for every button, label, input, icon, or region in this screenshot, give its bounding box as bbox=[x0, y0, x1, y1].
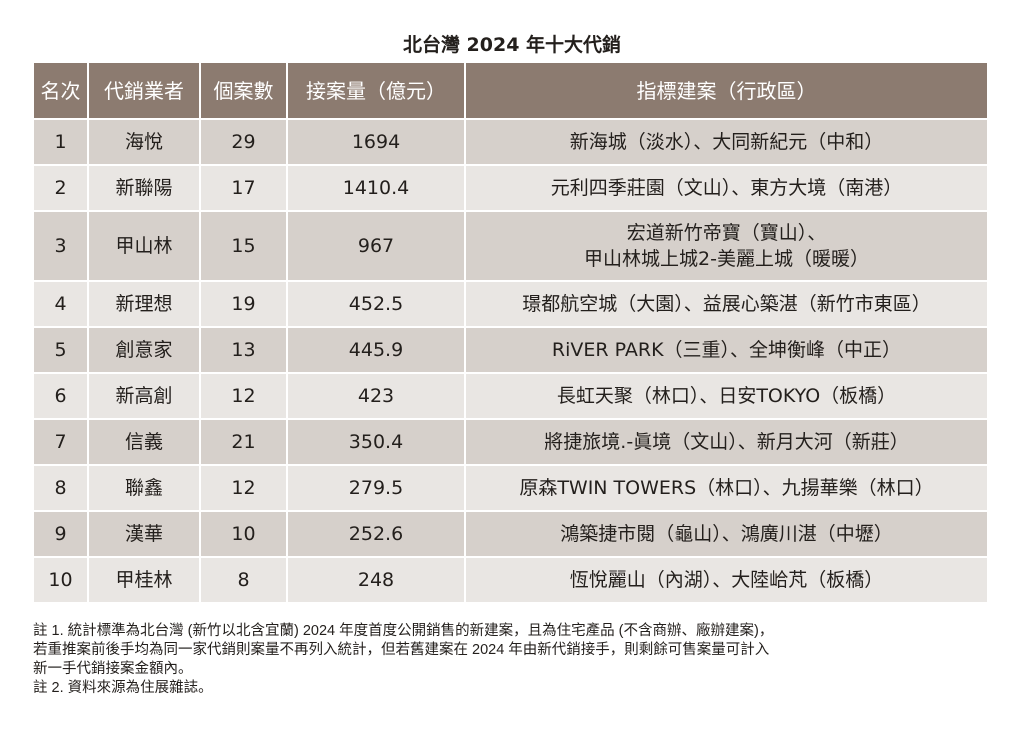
project-line: 甲山林城上城2-美麗上城（暖暖） bbox=[584, 248, 869, 270]
volume-cell: 252.6 bbox=[286, 510, 466, 558]
table-row: 8 聯鑫 12 279.5 原森TWIN TOWERS（林口）、九揚華樂（林口） bbox=[32, 464, 989, 512]
volume-cell: 1410.4 bbox=[286, 164, 466, 212]
cases-cell: 8 bbox=[199, 556, 288, 604]
projects-cell: RiVER PARK（三重）、全坤衡峰（中正） bbox=[464, 326, 989, 374]
header-projects: 指標建案（行政區） bbox=[464, 61, 989, 120]
projects-cell: 璟都航空城（大園）、益展心築湛（新竹市東區） bbox=[464, 280, 989, 328]
table-row: 4 新理想 19 452.5 璟都航空城（大園）、益展心築湛（新竹市東區） bbox=[32, 280, 989, 328]
project-line: 元利四季莊園（文山）、東方大境（南港） bbox=[550, 177, 903, 199]
cases-cell: 19 bbox=[199, 280, 288, 328]
projects-cell: 長虹天聚（林口）、日安TOKYO（板橋） bbox=[464, 372, 989, 420]
volume-cell: 279.5 bbox=[286, 464, 466, 512]
table-row: 7 信義 21 350.4 將捷旅境.-眞境（文山）、新月大河（新莊） bbox=[32, 418, 989, 466]
project-line: 原森TWIN TOWERS（林口）、九揚華樂（林口） bbox=[519, 477, 934, 499]
footnote-line: 註 1. 統計標準為北台灣 (新竹以北含宜蘭) 2024 年度首度公開銷售的新建… bbox=[33, 623, 774, 639]
header-agency: 代銷業者 bbox=[87, 61, 201, 120]
volume-cell: 452.5 bbox=[286, 280, 466, 328]
cases-cell: 17 bbox=[199, 164, 288, 212]
cases-cell: 29 bbox=[199, 118, 288, 166]
agency-cell: 創意家 bbox=[87, 326, 201, 374]
header-rank: 名次 bbox=[32, 61, 89, 120]
rank-cell: 7 bbox=[32, 418, 89, 466]
agency-cell: 新高創 bbox=[87, 372, 201, 420]
volume-cell: 445.9 bbox=[286, 326, 466, 374]
rank-cell: 1 bbox=[32, 118, 89, 166]
cases-cell: 13 bbox=[199, 326, 288, 374]
rank-cell: 9 bbox=[32, 510, 89, 558]
project-line: 新海城（淡水）、大同新紀元（中和） bbox=[569, 131, 884, 153]
cases-cell: 21 bbox=[199, 418, 288, 466]
table-row: 2 新聯陽 17 1410.4 元利四季莊園（文山）、東方大境（南港） bbox=[32, 164, 989, 212]
project-line: 璟都航空城（大園）、益展心築湛（新竹市東區） bbox=[522, 293, 931, 315]
rank-cell: 8 bbox=[32, 464, 89, 512]
rank-cell: 4 bbox=[32, 280, 89, 328]
cases-cell: 10 bbox=[199, 510, 288, 558]
agency-cell: 甲桂林 bbox=[87, 556, 201, 604]
cases-cell: 15 bbox=[199, 210, 288, 282]
project-line: 鴻築捷市閱（龜山）、鴻廣川湛（中壢） bbox=[560, 523, 893, 545]
rank-cell: 3 bbox=[32, 210, 89, 282]
projects-cell: 將捷旅境.-眞境（文山）、新月大河（新莊） bbox=[464, 418, 989, 466]
rank-cell: 2 bbox=[32, 164, 89, 212]
project-line: 將捷旅境.-眞境（文山）、新月大河（新莊） bbox=[544, 431, 909, 453]
top-ten-agencies-table: 名次 代銷業者 個案數 接案量（億元） 指標建案（行政區） 1 海悅 29 1694 新… bbox=[32, 61, 989, 604]
agency-cell: 新聯陽 bbox=[87, 164, 201, 212]
cases-cell: 12 bbox=[199, 372, 288, 420]
projects-cell: 新海城（淡水）、大同新紀元（中和） bbox=[464, 118, 989, 166]
page-title: 北台灣 2024 年十大代銷 bbox=[402, 34, 622, 56]
footnote-line: 若重推案前後手均為同一家代銷則案量不再列入統計，但若舊建案在 2024 年由新代… bbox=[33, 642, 770, 658]
agency-cell: 新理想 bbox=[87, 280, 201, 328]
project-line: 長虹天聚（林口）、日安TOKYO（板橋） bbox=[556, 385, 897, 407]
volume-cell: 1694 bbox=[286, 118, 466, 166]
projects-cell: 宏道新竹帝寶（寶山）、甲山林城上城2-美麗上城（暖暖） bbox=[464, 210, 989, 282]
table-header-row: 名次 代銷業者 個案數 接案量（億元） 指標建案（行政區） bbox=[32, 61, 989, 120]
volume-cell: 967 bbox=[286, 210, 466, 282]
agency-cell: 海悅 bbox=[87, 118, 201, 166]
table-row: 1 海悅 29 1694 新海城（淡水）、大同新紀元（中和） bbox=[32, 118, 989, 166]
footnotes: 註 1. 統計標準為北台灣 (新竹以北含宜蘭) 2024 年度首度公開銷售的新建… bbox=[33, 622, 993, 698]
projects-cell: 原森TWIN TOWERS（林口）、九揚華樂（林口） bbox=[464, 464, 989, 512]
table-row: 6 新高創 12 423 長虹天聚（林口）、日安TOKYO（板橋） bbox=[32, 372, 989, 420]
projects-cell: 元利四季莊園（文山）、東方大境（南港） bbox=[464, 164, 989, 212]
projects-cell: 恆悅麗山（內湖）、大陸峆芃（板橋） bbox=[464, 556, 989, 604]
footnote-line: 註 2. 資料來源為住展雜誌。 bbox=[33, 680, 213, 696]
agency-cell: 甲山林 bbox=[87, 210, 201, 282]
header-volume: 接案量（億元） bbox=[286, 61, 466, 120]
agency-cell: 信義 bbox=[87, 418, 201, 466]
project-line: RiVER PARK（三重）、全坤衡峰（中正） bbox=[551, 339, 902, 361]
rank-cell: 10 bbox=[32, 556, 89, 604]
projects-cell: 鴻築捷市閱（龜山）、鴻廣川湛（中壢） bbox=[464, 510, 989, 558]
volume-cell: 248 bbox=[286, 556, 466, 604]
volume-cell: 423 bbox=[286, 372, 466, 420]
header-cases: 個案數 bbox=[199, 61, 288, 120]
cases-cell: 12 bbox=[199, 464, 288, 512]
table-row: 10 甲桂林 8 248 恆悅麗山（內湖）、大陸峆芃（板橋） bbox=[32, 556, 989, 604]
agency-cell: 漢華 bbox=[87, 510, 201, 558]
agency-cell: 聯鑫 bbox=[87, 464, 201, 512]
table-row: 9 漢華 10 252.6 鴻築捷市閱（龜山）、鴻廣川湛（中壢） bbox=[32, 510, 989, 558]
rank-cell: 6 bbox=[32, 372, 89, 420]
project-line: 恆悅麗山（內湖）、大陸峆芃（板橋） bbox=[569, 569, 884, 591]
table-row: 5 創意家 13 445.9 RiVER PARK（三重）、全坤衡峰（中正） bbox=[32, 326, 989, 374]
rank-cell: 5 bbox=[32, 326, 89, 374]
footnote-line: 新一手代銷接案金額內。 bbox=[33, 661, 193, 677]
volume-cell: 350.4 bbox=[286, 418, 466, 466]
project-line: 宏道新竹帝寶（寶山）、 bbox=[626, 222, 827, 244]
table-row: 3 甲山林 15 967 宏道新竹帝寶（寶山）、 甲山林城上城2-美麗上城（暖暖） bbox=[32, 210, 989, 282]
